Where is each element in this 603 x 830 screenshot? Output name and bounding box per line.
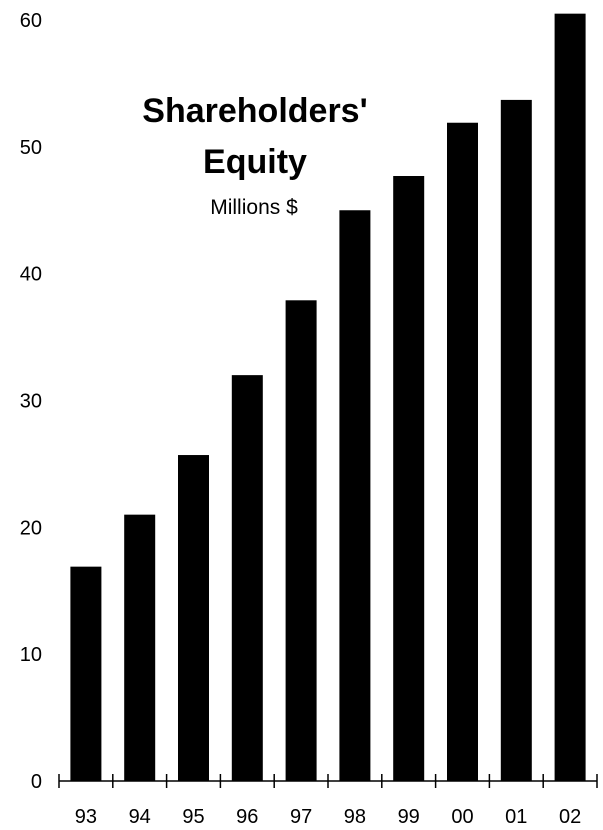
x-tick-label: 98 — [344, 806, 366, 828]
x-tick-label: 96 — [236, 806, 258, 828]
bar-94 — [124, 515, 155, 781]
chart-subtitle: Millions $ — [210, 196, 298, 219]
y-tick-label: 30 — [20, 391, 42, 413]
bar-00 — [447, 123, 478, 781]
bar-98 — [339, 210, 370, 781]
x-tick-label: 02 — [559, 806, 581, 828]
y-tick-label: 40 — [20, 264, 42, 286]
bar-93 — [70, 567, 101, 781]
x-axis-tick-labels: 93 94 95 96 97 98 99 00 01 02 — [75, 806, 581, 828]
y-tick-label: 60 — [20, 10, 42, 32]
y-tick-label: 10 — [20, 644, 42, 666]
x-tick-label: 95 — [182, 806, 204, 828]
x-tick-label: 99 — [398, 806, 420, 828]
bar-01 — [501, 100, 532, 781]
x-tick-label: 97 — [290, 806, 312, 828]
chart-title-line-2: Equity — [203, 143, 307, 181]
y-axis-tick-labels: 0 10 20 30 40 50 60 — [20, 10, 42, 793]
x-tick-label: 00 — [451, 806, 473, 828]
bar-99 — [393, 176, 424, 781]
x-tick-label: 93 — [75, 806, 97, 828]
bar-96 — [232, 375, 263, 781]
x-tick-label: 94 — [129, 806, 151, 828]
y-tick-label: 0 — [31, 771, 42, 793]
x-tick-label: 01 — [505, 806, 527, 828]
bar-95 — [178, 455, 209, 781]
y-tick-label: 50 — [20, 137, 42, 159]
bar-02 — [555, 14, 586, 781]
chart-title-line-1: Shareholders' — [142, 92, 367, 130]
y-tick-label: 20 — [20, 517, 42, 539]
bar-97 — [286, 300, 317, 781]
